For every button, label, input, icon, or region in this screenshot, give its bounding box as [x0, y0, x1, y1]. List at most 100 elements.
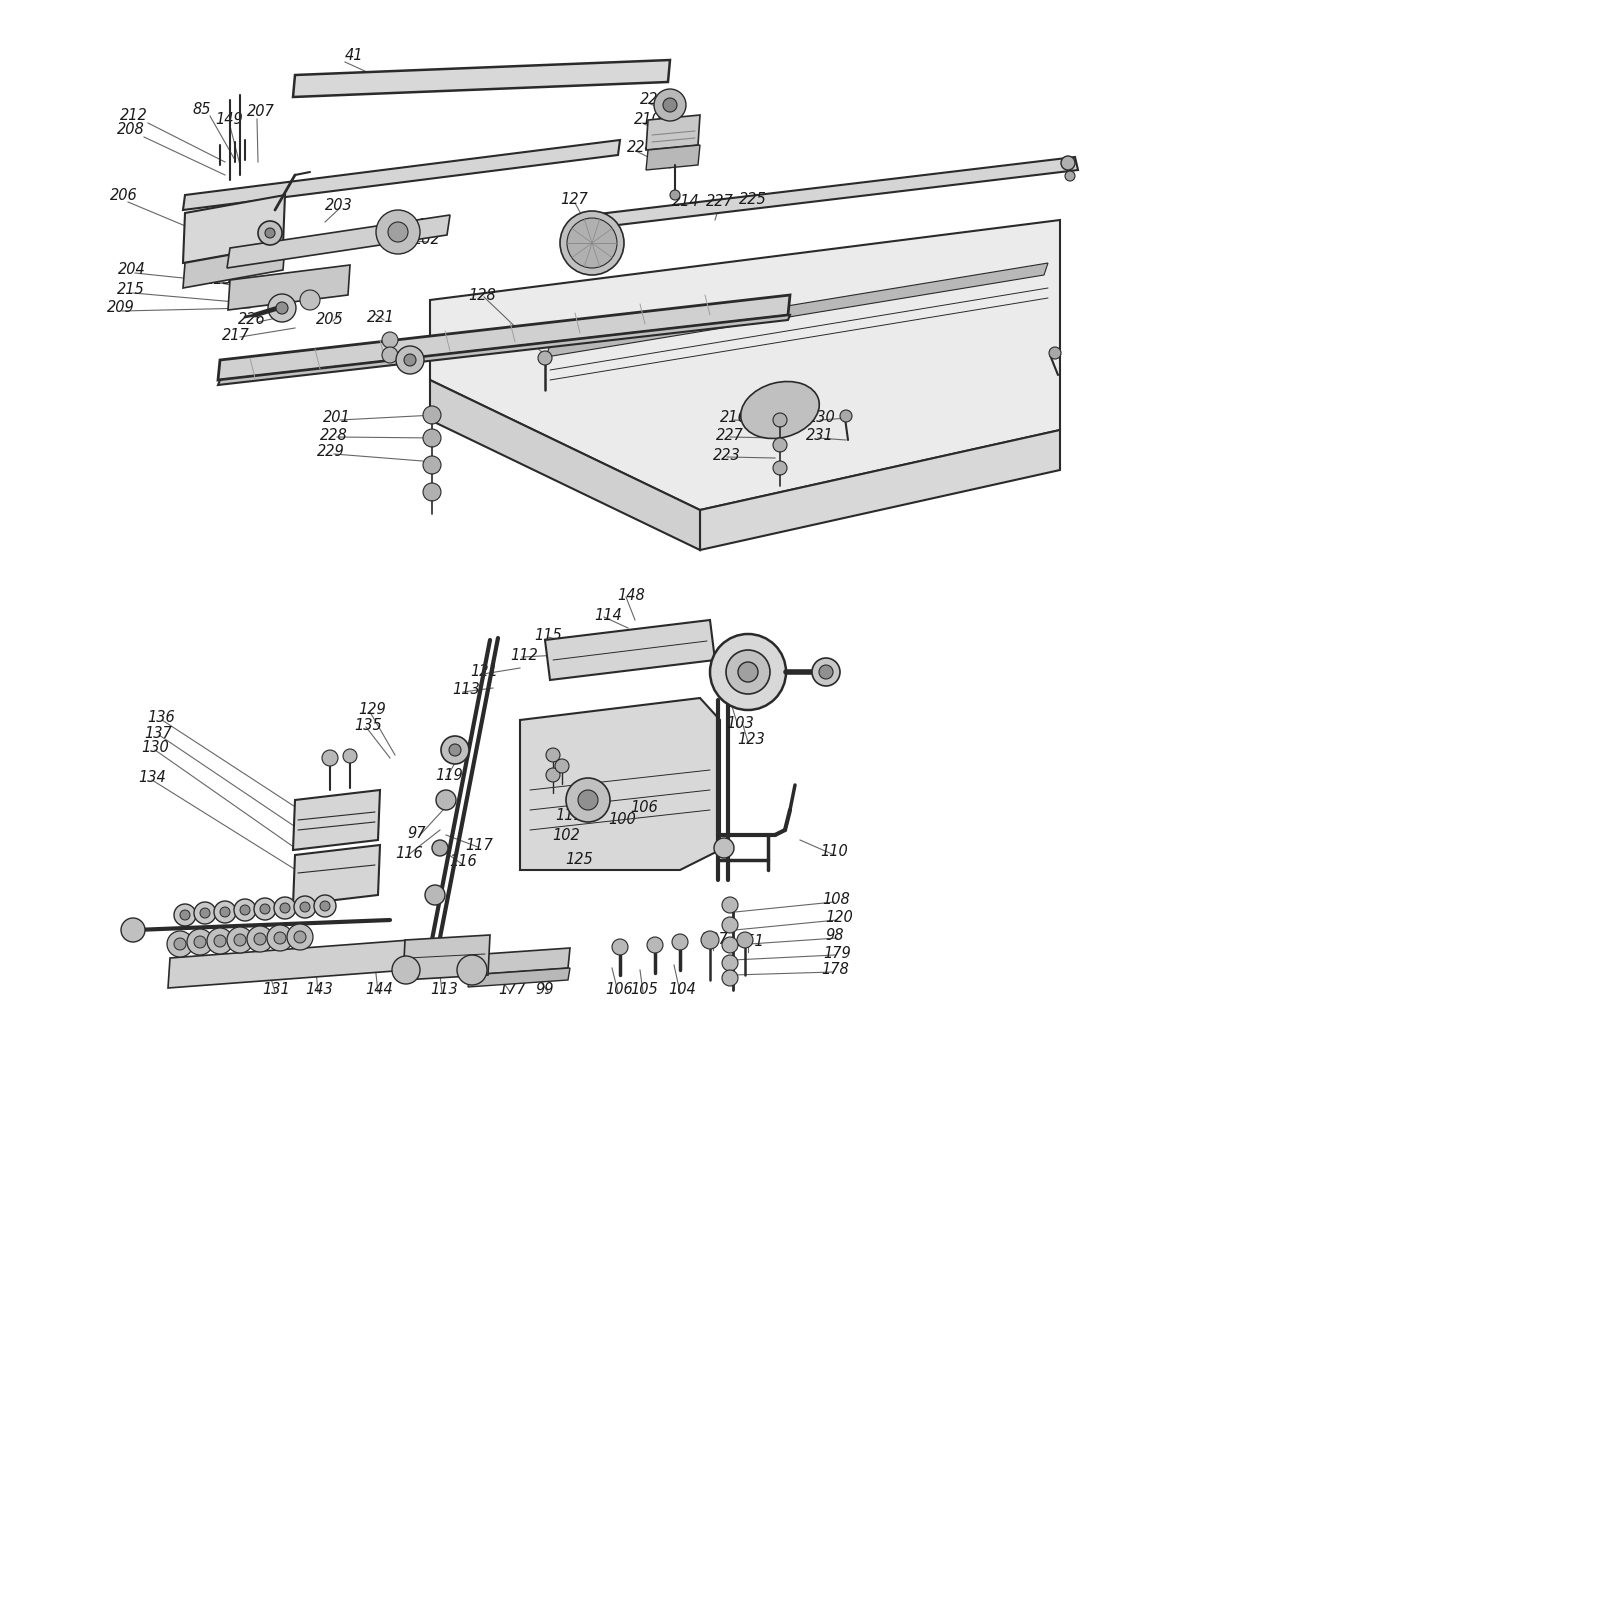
Polygon shape	[646, 115, 701, 150]
Text: 222: 222	[640, 93, 667, 107]
Circle shape	[376, 210, 419, 254]
Text: 221: 221	[366, 310, 395, 325]
Polygon shape	[168, 939, 410, 987]
Polygon shape	[467, 947, 570, 974]
Text: 226: 226	[238, 312, 266, 328]
Text: 211: 211	[418, 218, 446, 232]
Text: 136: 136	[147, 710, 174, 725]
Text: 114: 114	[594, 608, 622, 622]
Text: 212: 212	[120, 107, 147, 123]
Text: 134: 134	[138, 771, 166, 786]
Circle shape	[672, 934, 688, 950]
Circle shape	[819, 666, 834, 678]
Text: 117: 117	[466, 837, 493, 853]
Text: 216: 216	[720, 411, 747, 426]
Circle shape	[166, 931, 194, 957]
Polygon shape	[218, 294, 790, 379]
Text: 215: 215	[117, 283, 144, 298]
Text: 227: 227	[706, 195, 734, 210]
Circle shape	[611, 939, 627, 955]
Circle shape	[274, 898, 296, 918]
Circle shape	[397, 346, 424, 374]
Text: 115: 115	[534, 627, 562, 643]
Circle shape	[722, 970, 738, 986]
Polygon shape	[293, 790, 381, 850]
Text: 116: 116	[450, 854, 477, 869]
Circle shape	[322, 750, 338, 766]
Circle shape	[840, 410, 851, 422]
Text: 227: 227	[717, 427, 744, 443]
Circle shape	[773, 413, 787, 427]
Circle shape	[200, 909, 210, 918]
Text: 178: 178	[821, 963, 848, 978]
Circle shape	[246, 926, 274, 952]
Text: 223: 223	[714, 448, 741, 462]
Polygon shape	[520, 698, 720, 870]
Text: 41: 41	[346, 48, 363, 62]
Text: 129: 129	[358, 702, 386, 717]
Circle shape	[555, 758, 570, 773]
Circle shape	[422, 406, 442, 424]
Circle shape	[342, 749, 357, 763]
Circle shape	[714, 838, 734, 858]
Text: 143: 143	[306, 982, 333, 997]
Text: 106: 106	[605, 982, 632, 997]
Circle shape	[259, 904, 270, 914]
Polygon shape	[293, 59, 670, 98]
Polygon shape	[403, 934, 490, 979]
Text: 207: 207	[246, 104, 275, 120]
Circle shape	[234, 899, 256, 922]
Circle shape	[538, 350, 552, 365]
Text: 98: 98	[826, 928, 843, 944]
Polygon shape	[430, 219, 1059, 510]
Polygon shape	[467, 968, 570, 987]
Circle shape	[266, 227, 275, 238]
Text: 125: 125	[232, 187, 259, 203]
Text: 119: 119	[435, 768, 462, 782]
Circle shape	[566, 218, 618, 267]
Text: 209: 209	[107, 301, 134, 315]
Circle shape	[221, 907, 230, 917]
Text: 224: 224	[627, 141, 654, 155]
Text: 105: 105	[630, 982, 658, 997]
Polygon shape	[218, 315, 790, 386]
Polygon shape	[590, 157, 1078, 227]
Text: 137: 137	[144, 725, 171, 741]
Circle shape	[286, 925, 314, 950]
Text: 205: 205	[317, 312, 344, 328]
Circle shape	[458, 955, 486, 986]
Polygon shape	[430, 379, 701, 550]
Circle shape	[722, 917, 738, 933]
Text: 229: 229	[317, 445, 344, 459]
Circle shape	[726, 650, 770, 694]
Circle shape	[578, 790, 598, 810]
Text: 225: 225	[739, 192, 766, 208]
Circle shape	[422, 429, 442, 446]
Circle shape	[813, 658, 840, 686]
Circle shape	[214, 934, 226, 947]
Polygon shape	[546, 262, 1048, 357]
Circle shape	[546, 768, 560, 782]
Text: 206: 206	[110, 187, 138, 203]
Circle shape	[722, 938, 738, 954]
Text: 97: 97	[406, 826, 426, 840]
Text: 135: 135	[354, 717, 382, 733]
Text: 230: 230	[808, 411, 835, 426]
Text: 104: 104	[669, 982, 696, 997]
Circle shape	[187, 930, 213, 955]
Circle shape	[274, 931, 286, 944]
Circle shape	[738, 931, 754, 947]
Circle shape	[670, 190, 680, 200]
Circle shape	[1066, 171, 1075, 181]
Text: 116: 116	[395, 845, 422, 861]
Circle shape	[179, 910, 190, 920]
Circle shape	[701, 931, 718, 949]
Circle shape	[382, 333, 398, 349]
Polygon shape	[227, 214, 450, 267]
Text: 106: 106	[630, 800, 658, 816]
Circle shape	[254, 933, 266, 946]
Circle shape	[314, 894, 336, 917]
Circle shape	[1050, 347, 1061, 358]
Text: 131: 131	[262, 982, 290, 997]
Circle shape	[387, 222, 408, 242]
